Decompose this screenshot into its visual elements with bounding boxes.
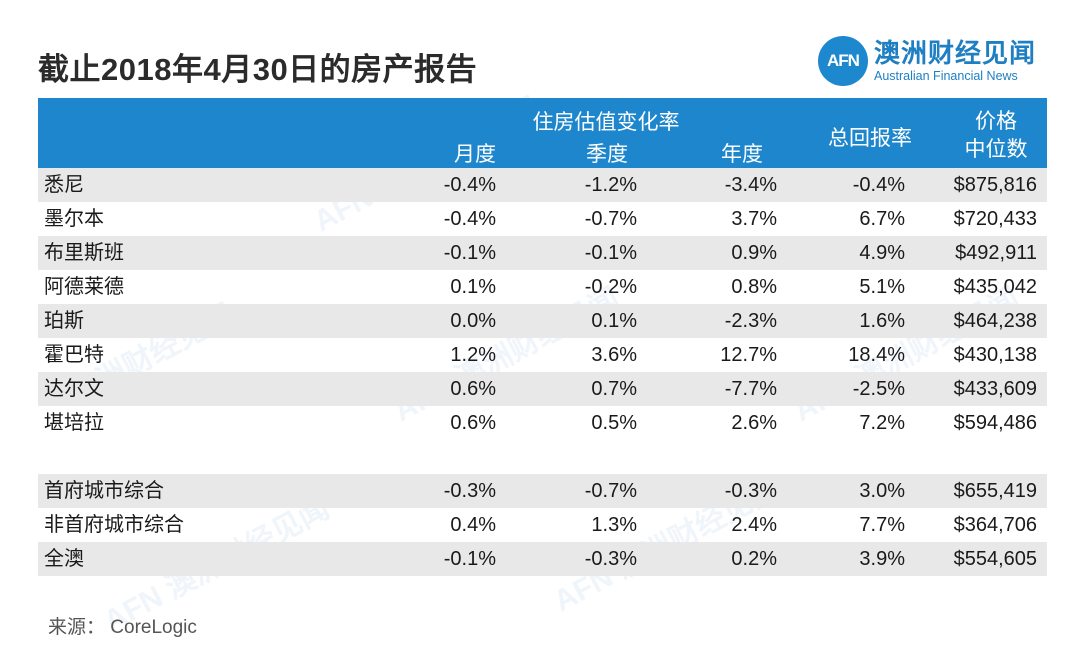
cell-month: 1.2% [450, 344, 496, 366]
cell-year: 0.8% [731, 276, 777, 298]
afn-logo-icon: AFN [818, 36, 868, 86]
cell-month: 0.6% [450, 378, 496, 400]
cell-quarter: -0.2% [584, 276, 637, 298]
cell-median-price: $875,816 [953, 174, 1037, 196]
cell-month: 0.0% [450, 310, 496, 332]
cell-median-price: $464,238 [953, 310, 1037, 332]
cell-month: -0.1% [443, 242, 496, 264]
cell-month: -0.4% [443, 208, 496, 230]
header-price-line1: 价格 [975, 110, 1017, 133]
header-total-return: 总回报率 [828, 127, 912, 150]
cell-median-price: $594,486 [953, 412, 1037, 434]
cell-quarter: -1.2% [584, 174, 637, 196]
cell-quarter: -0.7% [584, 208, 637, 230]
cell-quarter: 0.7% [591, 378, 637, 400]
cell-city: 全澳 [44, 548, 84, 570]
cell-median-price: $492,911 [955, 242, 1037, 264]
table-row: 霍巴特 1.2% 3.6% 12.7% 18.4% $430,138 [38, 338, 1047, 372]
cell-year: 3.7% [731, 208, 777, 230]
cell-quarter: -0.7% [584, 480, 637, 502]
cell-quarter: -0.1% [584, 242, 637, 264]
cell-year: 0.2% [731, 548, 777, 570]
table-row: 布里斯班 -0.1% -0.1% 0.9% 4.9% $492,911 [38, 236, 1047, 270]
brand-name-cn: 澳洲财经见闻 [874, 38, 1037, 68]
header-month: 月度 [454, 143, 496, 166]
cell-city: 达尔文 [44, 378, 104, 400]
cell-total-return: 1.6% [859, 310, 905, 332]
cell-city: 阿德莱德 [44, 276, 124, 298]
cell-median-price: $433,609 [953, 378, 1037, 400]
cell-city: 悉尼 [44, 174, 84, 196]
cell-month: -0.4% [443, 174, 496, 196]
page-title: 截止2018年4月30日的房产报告 [38, 52, 478, 87]
cell-year: 2.4% [731, 514, 777, 536]
row-spacer [38, 440, 1047, 474]
brand-logo-block: AFN 澳洲财经见闻 Australian Financial News [818, 36, 1036, 86]
cell-year: -7.7% [724, 378, 777, 400]
cell-month: 0.4% [450, 514, 496, 536]
cell-year: 0.9% [731, 242, 777, 264]
table-summary-body: 首府城市综合 -0.3% -0.7% -0.3% 3.0% $655,419 非首府城市综合… [38, 474, 1047, 576]
header-year: 年度 [721, 143, 763, 166]
table-row: 珀斯 0.0% 0.1% -2.3% 1.6% $464,238 [38, 304, 1047, 338]
cell-city: 布里斯班 [44, 242, 124, 264]
cell-median-price: $430,138 [953, 344, 1037, 366]
table-row: 首府城市综合 -0.3% -0.7% -0.3% 3.0% $655,419 [38, 474, 1047, 508]
cell-month: 0.6% [450, 412, 496, 434]
header-price-line2: 中位数 [964, 138, 1028, 161]
cell-total-return: -0.4% [852, 174, 905, 196]
cell-city: 霍巴特 [44, 344, 104, 366]
table-row: 达尔文 0.6% 0.7% -7.7% -2.5% $433,609 [38, 372, 1047, 406]
cell-total-return: -2.5% [852, 378, 905, 400]
cell-total-return: 18.4% [848, 344, 905, 366]
cell-month: -0.1% [443, 548, 496, 570]
cell-quarter: 1.3% [591, 514, 637, 536]
cell-year: 12.7% [720, 344, 777, 366]
header-valuation-change: 住房估值变化率 [532, 111, 680, 134]
brand-name-en: Australian Financial News [874, 69, 1018, 83]
cell-quarter: 0.1% [591, 310, 637, 332]
cell-total-return: 7.7% [859, 514, 905, 536]
header-median-price: 价格 中位数 [956, 108, 1036, 164]
table-row: 阿德莱德 0.1% -0.2% 0.8% 5.1% $435,042 [38, 270, 1047, 304]
cell-month: -0.3% [443, 480, 496, 502]
table-row: 非首府城市综合 0.4% 1.3% 2.4% 7.7% $364,706 [38, 508, 1047, 542]
cell-total-return: 4.9% [859, 242, 905, 264]
property-report-table: 住房估值变化率 月度 季度 年度 总回报率 价格 中位数 悉尼 -0.4% -1.2… [38, 98, 1047, 576]
cell-quarter: -0.3% [584, 548, 637, 570]
cell-median-price: $364,706 [953, 514, 1037, 536]
cell-city: 首府城市综合 [44, 480, 164, 502]
table-body: 悉尼 -0.4% -1.2% -3.4% -0.4% $875,816 墨尔本 -0.4% -0… [38, 168, 1047, 440]
cell-total-return: 5.1% [859, 276, 905, 298]
cell-total-return: 3.0% [859, 480, 905, 502]
table-row: 悉尼 -0.4% -1.2% -3.4% -0.4% $875,816 [38, 168, 1047, 202]
table-row: 全澳 -0.1% -0.3% 0.2% 3.9% $554,605 [38, 542, 1047, 576]
table-header: 住房估值变化率 月度 季度 年度 总回报率 价格 中位数 [38, 98, 1047, 168]
cell-year: -2.3% [724, 310, 777, 332]
cell-total-return: 6.7% [859, 208, 905, 230]
cell-quarter: 0.5% [591, 412, 637, 434]
cell-city: 非首府城市综合 [44, 514, 184, 536]
table-row: 堪培拉 0.6% 0.5% 2.6% 7.2% $594,486 [38, 406, 1047, 440]
cell-total-return: 7.2% [859, 412, 905, 434]
cell-city: 墨尔本 [44, 208, 104, 230]
cell-median-price: $435,042 [953, 276, 1037, 298]
cell-city: 珀斯 [44, 310, 84, 332]
cell-median-price: $554,605 [953, 548, 1037, 570]
source-note: 来源： CoreLogic [48, 617, 197, 638]
cell-total-return: 3.9% [859, 548, 905, 570]
cell-median-price: $655,419 [953, 480, 1037, 502]
table-row: 墨尔本 -0.4% -0.7% 3.7% 6.7% $720,433 [38, 202, 1047, 236]
cell-quarter: 3.6% [591, 344, 637, 366]
cell-year: 2.6% [731, 412, 777, 434]
cell-year: -3.4% [724, 174, 777, 196]
cell-year: -0.3% [724, 480, 777, 502]
header-quarter: 季度 [586, 143, 628, 166]
cell-median-price: $720,433 [953, 208, 1037, 230]
cell-month: 0.1% [450, 276, 496, 298]
cell-city: 堪培拉 [44, 412, 104, 434]
